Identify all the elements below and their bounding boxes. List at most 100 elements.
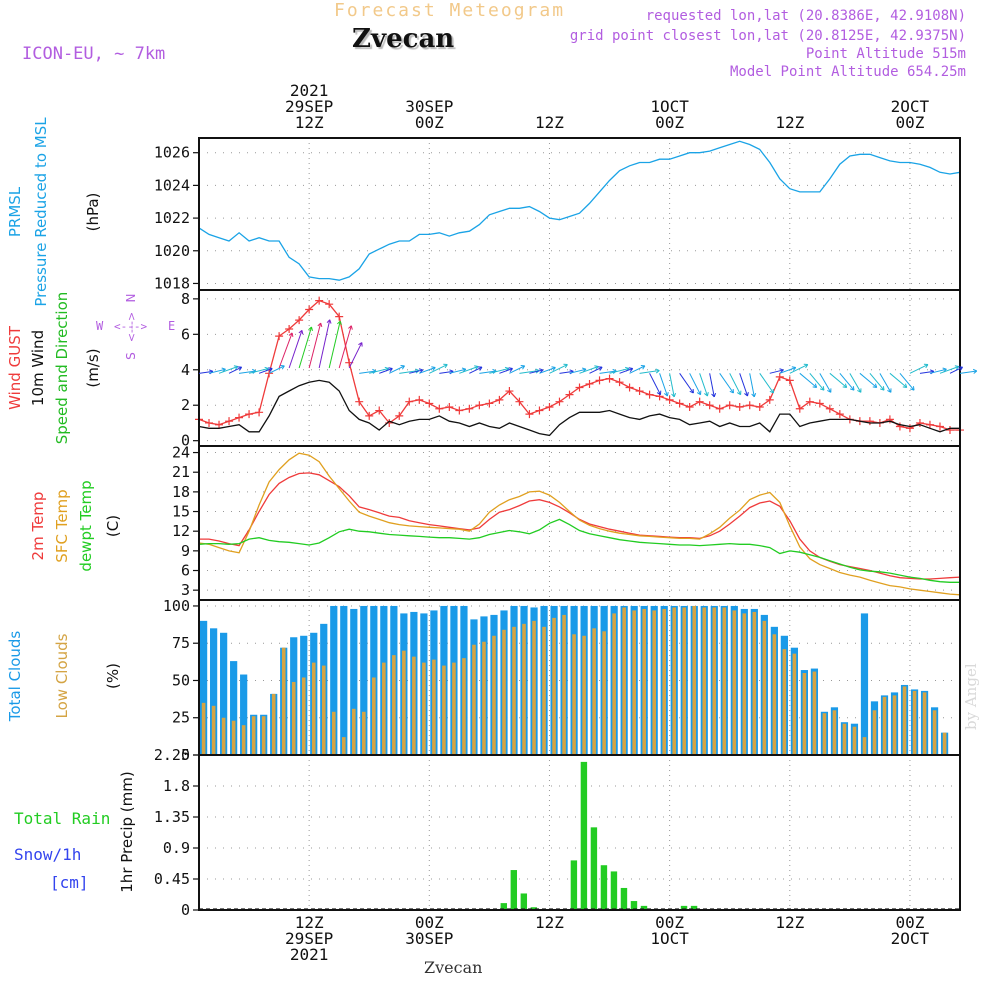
compass-east: E xyxy=(168,319,175,333)
wind-arrow-head xyxy=(418,368,424,374)
gust-marker xyxy=(325,300,334,309)
low-cloud-bar xyxy=(482,641,486,755)
low-cloud-bar xyxy=(261,716,266,755)
wind-direction-arrow xyxy=(338,325,352,369)
wind-arrow-head xyxy=(923,363,929,369)
y-tick-label: 1020 xyxy=(154,242,190,260)
wind-direction-arrow xyxy=(369,367,389,374)
low-cloud-bar xyxy=(412,656,416,755)
low-cloud-bar xyxy=(542,626,546,755)
low-cloud-bar xyxy=(392,655,396,755)
bottom-time-label: 12Z xyxy=(535,913,564,932)
wind-arrow-head xyxy=(233,365,239,370)
wind-direction-arrow xyxy=(278,332,293,369)
low-cloud-bar xyxy=(281,647,286,755)
wind-direction-arrow xyxy=(649,373,661,395)
wind-arrow-head xyxy=(827,388,832,393)
rain-bar xyxy=(690,905,698,910)
low-cloud-bar xyxy=(932,710,937,755)
low-cloud-bar xyxy=(942,732,947,755)
low-cloud-bar xyxy=(582,635,586,755)
wind-direction-arrow xyxy=(499,368,513,374)
gust-marker xyxy=(445,403,454,411)
y-tick-label: 2.25 xyxy=(154,746,190,764)
compass-north: N xyxy=(124,294,138,303)
gust-marker xyxy=(405,397,414,406)
low-cloud-bar xyxy=(372,677,376,755)
low-cloud-bar xyxy=(502,629,506,755)
wind-arrow-head xyxy=(551,366,556,371)
gust-marker xyxy=(805,397,814,406)
wind-direction-arrow xyxy=(639,370,660,374)
y-tick-label: 1024 xyxy=(154,176,190,194)
gust-marker xyxy=(475,401,484,410)
compass-ns-arrow: <---> xyxy=(125,312,138,342)
low-cloud-bar xyxy=(922,692,927,755)
series-line xyxy=(198,518,960,583)
low-cloud-bar xyxy=(842,723,847,755)
low-cloud-bar xyxy=(432,659,436,755)
low-cloud-bar xyxy=(512,626,516,755)
low-cloud-bar xyxy=(892,695,897,755)
low-cloud-bar xyxy=(341,737,346,755)
wind-direction-arrow xyxy=(669,373,675,397)
wind-arrow-head xyxy=(887,388,892,393)
gust-marker xyxy=(525,410,534,419)
total-cloud-bar xyxy=(340,605,348,755)
low-cloud-bar xyxy=(682,607,687,755)
wind-direction-arrow xyxy=(419,367,436,374)
bottom-time-label: 1OCT xyxy=(650,929,689,948)
low-cloud-bar xyxy=(422,662,426,755)
low-cloud-bar xyxy=(271,693,276,755)
y-tick-label: 75 xyxy=(172,634,190,652)
wind-arrow-head xyxy=(598,366,603,371)
gust-marker xyxy=(235,413,244,422)
gust-marker xyxy=(895,422,904,431)
gust-marker xyxy=(885,415,894,424)
model-label: ICON-EU, ~ 7km xyxy=(22,44,166,64)
pressure-label-long: Pressure Reduced to MSL xyxy=(32,117,50,307)
low-cloud-bar xyxy=(722,607,727,755)
wind-direction-arrow xyxy=(208,368,226,374)
rain-bar xyxy=(510,870,518,910)
wind-direction-arrow xyxy=(308,322,322,369)
wind-direction-arrow xyxy=(859,372,878,388)
rain-bar xyxy=(610,871,618,910)
wind-arrow-head xyxy=(842,383,848,388)
wind-direction-arrow xyxy=(709,373,715,397)
total-cloud-bar xyxy=(860,613,869,755)
wind-direction-arrow xyxy=(789,364,808,374)
low-cloud-bar xyxy=(452,662,456,755)
gust-marker xyxy=(295,316,304,325)
top-time-label: 2OCT xyxy=(891,97,930,116)
wind-direction-arrow xyxy=(529,369,544,374)
bottom-time-label: 12Z xyxy=(295,913,324,932)
rain-bar xyxy=(590,827,598,910)
compass-west: W xyxy=(96,319,104,333)
low-cloud-bar xyxy=(902,686,907,755)
gust-marker xyxy=(735,403,744,411)
wind-arrow-head xyxy=(508,367,513,372)
bottom-time-label: 2OCT xyxy=(891,929,930,948)
low-cloud-bar xyxy=(632,610,636,755)
low-cloud-bar xyxy=(472,644,476,755)
y-tick-label: 8 xyxy=(181,290,190,308)
wind-direction-arrow xyxy=(849,373,862,393)
wind-arrow-head xyxy=(640,365,646,370)
low-cloud-bar xyxy=(672,607,677,755)
wind-arrow-head xyxy=(308,326,313,332)
wind-arrow-head xyxy=(288,332,294,337)
wind-direction-arrow xyxy=(569,368,587,374)
top-time-label: 00Z xyxy=(655,113,684,132)
wind-arrow-head xyxy=(857,388,862,393)
wind-direction-arrow xyxy=(469,366,483,374)
low-cloud-bar xyxy=(862,737,867,755)
wind-arrow-head xyxy=(400,365,405,370)
wind-direction-arrow xyxy=(549,364,568,374)
wind-arrow-head xyxy=(664,391,669,397)
gust-marker xyxy=(465,404,474,413)
low-cloud-bar xyxy=(442,665,446,755)
gust-marker xyxy=(775,372,784,381)
wind-direction-arrow xyxy=(359,370,377,374)
wind-direction-arrow xyxy=(399,370,420,374)
